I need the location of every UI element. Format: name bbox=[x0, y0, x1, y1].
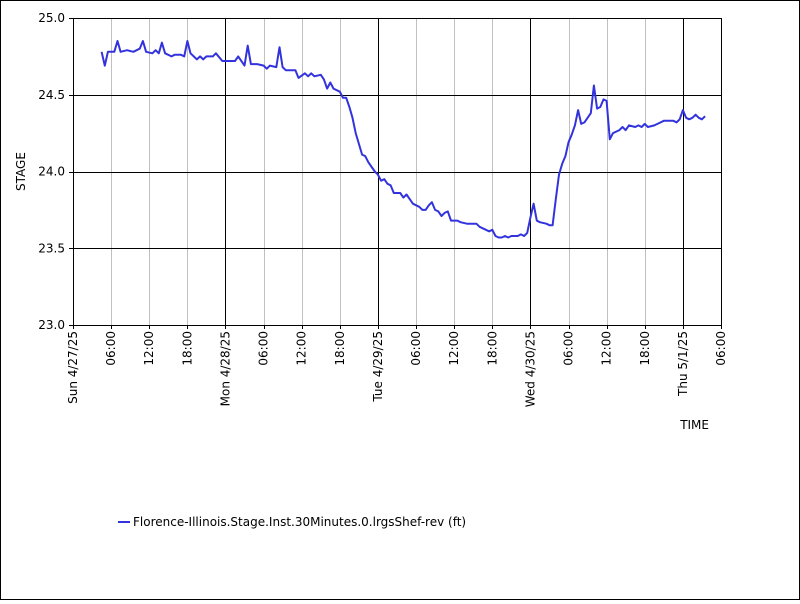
x-tick-label: Thu 5/1/25 bbox=[676, 331, 690, 397]
y-tick-label: 24.0 bbox=[38, 165, 65, 179]
x-tick-label: 12:00 bbox=[142, 331, 156, 366]
x-tick-label: Wed 4/30/25 bbox=[523, 331, 537, 407]
legend: Florence-Illinois.Stage.Inst.30Minutes.0… bbox=[118, 512, 466, 532]
y-tick-label: 23.0 bbox=[38, 318, 65, 332]
y-tick-label: 23.5 bbox=[38, 241, 65, 255]
x-tick-label: Tue 4/29/25 bbox=[371, 331, 385, 403]
x-tick-label: 12:00 bbox=[447, 331, 461, 366]
x-tick-label: 06:00 bbox=[714, 331, 728, 366]
y-tick-label: 24.5 bbox=[38, 88, 65, 102]
x-tick-label: Sun 4/27/25 bbox=[66, 331, 80, 404]
x-tick-label: 18:00 bbox=[638, 331, 652, 366]
x-tick-label: 18:00 bbox=[485, 331, 499, 366]
x-tick-label: 06:00 bbox=[104, 331, 118, 366]
x-tick-label: 18:00 bbox=[180, 331, 194, 366]
x-tick-label: Mon 4/28/25 bbox=[218, 331, 232, 406]
x-tick-label: 12:00 bbox=[295, 331, 309, 366]
x-tick-label: 12:00 bbox=[600, 331, 614, 366]
x-axis-title: TIME bbox=[679, 418, 709, 432]
x-tick-label: 06:00 bbox=[409, 331, 423, 366]
x-tick-label: 06:00 bbox=[562, 331, 576, 366]
y-axis-title: STAGE bbox=[14, 152, 28, 191]
x-tick-label: 06:00 bbox=[257, 331, 271, 366]
plot-border bbox=[73, 18, 722, 326]
legend-label: Florence-Illinois.Stage.Inst.30Minutes.0… bbox=[133, 515, 467, 529]
legend-swatch bbox=[118, 521, 130, 523]
series-line bbox=[100, 40, 706, 239]
x-tick-label: 18:00 bbox=[333, 331, 347, 366]
y-tick-label: 25.0 bbox=[38, 11, 65, 25]
